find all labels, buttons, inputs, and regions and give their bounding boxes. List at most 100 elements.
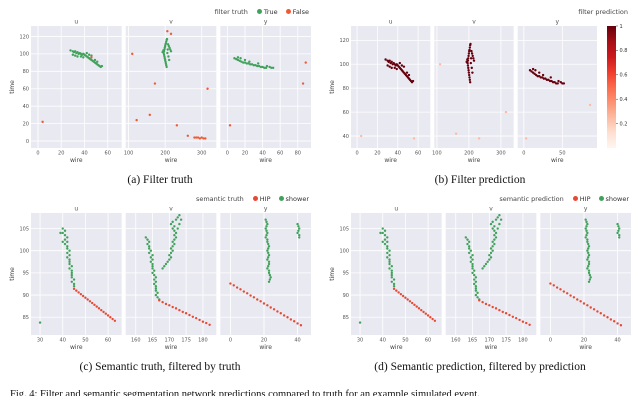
- legend-swatch-icon: [285, 9, 291, 14]
- svg-text:0: 0: [26, 139, 29, 145]
- svg-text:wire: wire: [468, 157, 481, 164]
- svg-text:85: 85: [343, 315, 349, 321]
- svg-text:40: 40: [81, 151, 87, 157]
- svg-text:time: time: [329, 80, 336, 94]
- panel-u: [31, 26, 122, 148]
- svg-text:wire: wire: [165, 157, 178, 164]
- svg-text:175: 175: [501, 338, 511, 344]
- svg-text:40: 40: [294, 338, 300, 344]
- svg-text:20: 20: [261, 338, 267, 344]
- svg-text:100: 100: [432, 151, 442, 157]
- panel-u: [351, 26, 431, 148]
- svg-text:100: 100: [339, 62, 349, 68]
- svg-text:60: 60: [23, 87, 29, 93]
- svg-text:0.8: 0.8: [620, 48, 628, 54]
- svg-text:80: 80: [23, 69, 29, 75]
- scatter-svg-b: 40 60 80 100 120 0 20 40 60 u wire 100 200 300 v wire 0 5…: [329, 19, 628, 165]
- svg-text:40: 40: [60, 338, 66, 344]
- svg-text:v: v: [169, 19, 173, 26]
- legend-filter-truth: filter truth True False: [7, 6, 313, 17]
- legend-item: False: [285, 8, 309, 16]
- caption-a: (a) Filter truth: [127, 174, 193, 186]
- svg-text:0.6: 0.6: [620, 73, 628, 79]
- svg-text:300: 300: [496, 151, 506, 157]
- svg-text:30: 30: [37, 338, 43, 344]
- panel-y: [517, 26, 597, 148]
- svg-text:95: 95: [23, 271, 29, 277]
- svg-text:y: y: [264, 206, 268, 213]
- svg-text:160: 160: [451, 338, 461, 344]
- caption-b: (b) Filter prediction: [434, 174, 526, 186]
- scatter-plots-semantic-truth: 85 90 95 100 105 30 40 50 60 u wire 160 165 170 175 180…: [7, 204, 313, 352]
- svg-text:60: 60: [425, 338, 431, 344]
- svg-text:wire: wire: [70, 344, 83, 351]
- svg-text:1: 1: [620, 24, 623, 30]
- scatter-plots-semantic-prediction: 85 90 95 100 105 30 40 50 60 u wire 160 165 170 175 180…: [327, 204, 633, 352]
- svg-text:170: 170: [165, 338, 175, 344]
- svg-text:20: 20: [23, 121, 29, 127]
- svg-text:200: 200: [160, 151, 170, 157]
- svg-text:y: y: [264, 19, 268, 26]
- svg-text:80: 80: [295, 151, 301, 157]
- svg-text:wire: wire: [259, 344, 272, 351]
- legend-item: HIP: [252, 195, 271, 203]
- figure-main-caption: Fig. 4: Filter and semantic segmentation…: [10, 389, 480, 396]
- panel-v: [445, 213, 537, 335]
- legend-title: filter truth: [214, 7, 248, 16]
- svg-text:50: 50: [402, 338, 408, 344]
- svg-text:wire: wire: [165, 344, 178, 351]
- legend-swatch-icon: [256, 9, 262, 14]
- figure-grid: filter truth True False 0 20 40 60 80 100 120 0 20…: [0, 6, 640, 380]
- svg-text:80: 80: [343, 86, 349, 92]
- panel-u: [31, 213, 122, 335]
- svg-text:0.2: 0.2: [620, 121, 628, 127]
- legend-item: True: [256, 8, 278, 16]
- svg-text:40: 40: [395, 151, 401, 157]
- svg-text:300: 300: [197, 151, 207, 157]
- legend-semantic-truth: semantic truth HIP shower: [7, 193, 313, 204]
- svg-text:30: 30: [357, 338, 363, 344]
- legend-item: shower: [278, 195, 309, 203]
- svg-text:90: 90: [23, 293, 29, 299]
- svg-text:y: y: [584, 206, 588, 213]
- panel-u: [351, 213, 442, 335]
- svg-text:50: 50: [559, 151, 565, 157]
- svg-text:v: v: [489, 206, 493, 213]
- svg-text:160: 160: [131, 338, 141, 344]
- panel-y: [220, 213, 311, 335]
- svg-text:105: 105: [19, 226, 29, 232]
- svg-text:40: 40: [23, 104, 29, 110]
- svg-text:20: 20: [581, 338, 587, 344]
- svg-text:u: u: [389, 19, 393, 26]
- legend-title: semantic prediction: [499, 194, 564, 203]
- svg-text:90: 90: [343, 293, 349, 299]
- svg-text:40: 40: [614, 338, 620, 344]
- svg-text:100: 100: [339, 249, 349, 255]
- legend-item: shower: [598, 195, 629, 203]
- svg-text:165: 165: [148, 338, 158, 344]
- panel-v: [125, 26, 217, 148]
- svg-text:u: u: [74, 19, 78, 26]
- svg-text:0: 0: [356, 151, 359, 157]
- svg-text:40: 40: [259, 151, 265, 157]
- svg-text:wire: wire: [390, 344, 403, 351]
- svg-text:0: 0: [36, 151, 39, 157]
- svg-text:170: 170: [485, 338, 495, 344]
- svg-text:wire: wire: [485, 344, 498, 351]
- svg-text:wire: wire: [70, 157, 83, 164]
- svg-text:180: 180: [518, 338, 528, 344]
- scatter-svg-d: 85 90 95 100 105 30 40 50 60 u wire 160 165 170 175 180…: [329, 206, 631, 351]
- svg-text:100: 100: [19, 249, 29, 255]
- caption-c: (c) Semantic truth, filtered by truth: [79, 361, 241, 373]
- figure-a-filter-truth: filter truth True False 0 20 40 60 80 100 120 0 20…: [0, 6, 320, 193]
- panel-v: [434, 26, 514, 148]
- svg-text:20: 20: [58, 151, 64, 157]
- legend-item: HIP: [572, 195, 591, 203]
- svg-text:0: 0: [226, 151, 229, 157]
- svg-text:50: 50: [82, 338, 88, 344]
- panel-y: [220, 26, 311, 148]
- svg-text:u: u: [74, 206, 78, 213]
- svg-text:time: time: [9, 267, 16, 281]
- svg-text:0: 0: [522, 151, 525, 157]
